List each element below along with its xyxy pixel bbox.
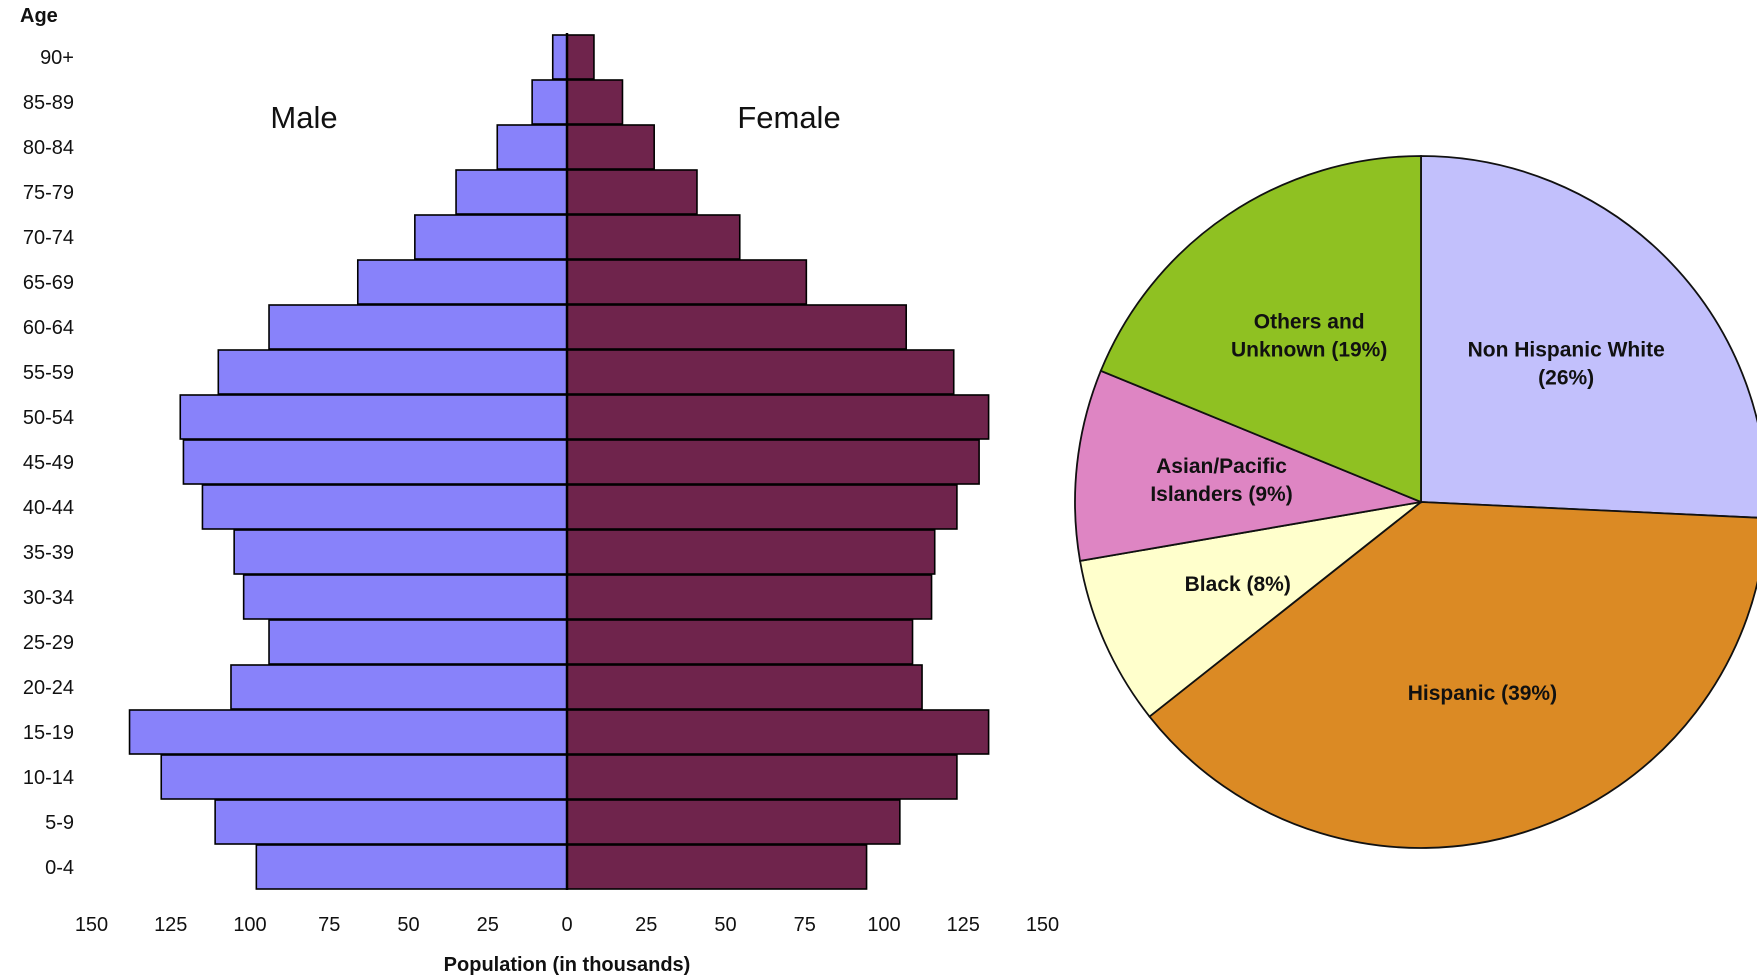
pie-label-4: Others and Unknown (19%) bbox=[1231, 310, 1387, 361]
age-label-45-49: 45-49 bbox=[23, 452, 74, 474]
female-bar-10-14 bbox=[566, 754, 958, 800]
age-label-35-39: 35-39 bbox=[23, 542, 74, 564]
pie-label-2: Black (8%) bbox=[1185, 573, 1291, 596]
male-bar-5-9 bbox=[214, 799, 568, 845]
female-bar-15-19 bbox=[566, 709, 990, 755]
pie-slice-2 bbox=[1079, 501, 1422, 718]
female-bar-45-49 bbox=[566, 439, 980, 485]
x-tick-2: 100 bbox=[233, 914, 266, 936]
female-bar-40-44 bbox=[566, 484, 958, 530]
age-label-0-4: 0-4 bbox=[45, 857, 74, 879]
female-bar-85-89 bbox=[566, 79, 624, 125]
x-tick-0: 150 bbox=[75, 914, 108, 936]
male-bar-65-69 bbox=[356, 259, 568, 305]
age-label-40-44: 40-44 bbox=[23, 497, 74, 519]
male-bar-50-54 bbox=[179, 394, 568, 440]
male-bar-30-34 bbox=[242, 574, 568, 620]
x-tick-7: 25 bbox=[635, 914, 657, 936]
age-label-65-69: 65-69 bbox=[23, 272, 74, 294]
female-bar-70-74 bbox=[566, 214, 741, 260]
x-tick-3: 75 bbox=[318, 914, 340, 936]
male-bar-55-59 bbox=[217, 349, 568, 395]
female-bar-90+ bbox=[566, 34, 595, 80]
pie-label-1: Hispanic (39%) bbox=[1408, 682, 1557, 705]
age-label-75-79: 75-79 bbox=[23, 182, 74, 204]
pie-slice-4 bbox=[1099, 155, 1422, 504]
pie-slice-0 bbox=[1420, 155, 1757, 519]
age-label-30-34: 30-34 bbox=[23, 587, 74, 609]
male-bar-40-44 bbox=[201, 484, 568, 530]
age-label-70-74: 70-74 bbox=[23, 227, 74, 249]
age-label-25-29: 25-29 bbox=[23, 632, 74, 654]
male-bar-20-24 bbox=[230, 664, 568, 710]
male-bar-10-14 bbox=[160, 754, 568, 800]
age-label-15-19: 15-19 bbox=[23, 722, 74, 744]
age-label-20-24: 20-24 bbox=[23, 677, 74, 699]
female-bar-35-39 bbox=[566, 529, 936, 575]
age-label-50-54: 50-54 bbox=[23, 407, 74, 429]
pie-slice-3 bbox=[1074, 369, 1425, 562]
x-tick-11: 125 bbox=[947, 914, 980, 936]
male-bar-0-4 bbox=[255, 844, 568, 890]
female-bar-25-29 bbox=[566, 619, 914, 665]
x-tick-1: 125 bbox=[154, 914, 187, 936]
age-label-90+: 90+ bbox=[40, 47, 74, 69]
age-label-80-84: 80-84 bbox=[23, 137, 74, 159]
x-tick-6: 0 bbox=[561, 914, 572, 936]
male-bar-80-84 bbox=[496, 124, 568, 170]
female-bar-60-64 bbox=[566, 304, 907, 350]
x-tick-10: 100 bbox=[867, 914, 900, 936]
pie-slice-1 bbox=[1148, 501, 1757, 849]
male-side-label: Male bbox=[270, 100, 337, 135]
age-group-labels: 90+ 85-89 80-84 75-79 70-74 65-69 60-64 55-59 50… bbox=[23, 47, 74, 879]
x-tick-5: 25 bbox=[477, 914, 499, 936]
x-tick-12: 150 bbox=[1026, 914, 1059, 936]
male-bar-90+ bbox=[551, 34, 568, 80]
age-label-85-89: 85-89 bbox=[23, 92, 74, 114]
female-bar-30-34 bbox=[566, 574, 933, 620]
x-axis-title: Population (in thousands) bbox=[444, 954, 691, 976]
age-axis-label: Age bbox=[20, 5, 58, 27]
female-bar-50-54 bbox=[566, 394, 990, 440]
age-label-55-59: 55-59 bbox=[23, 362, 74, 384]
female-bar-5-9 bbox=[566, 799, 901, 845]
female-bar-55-59 bbox=[566, 349, 955, 395]
male-bar-45-49 bbox=[182, 439, 568, 485]
age-label-5-9: 5-9 bbox=[45, 812, 74, 834]
pie-label-0: Non Hispanic White (26%) bbox=[1468, 338, 1665, 389]
ethnicity-pie-chart: Non Hispanic White (26%) Hispanic (39%) Bla… bbox=[1074, 155, 1757, 849]
female-bar-80-84 bbox=[566, 124, 655, 170]
female-bar-75-79 bbox=[566, 169, 698, 215]
age-label-60-64: 60-64 bbox=[23, 317, 74, 339]
male-bar-75-79 bbox=[455, 169, 568, 215]
x-tick-9: 75 bbox=[794, 914, 816, 936]
population-pyramid: Age Male Female 90+ 85-89 80-84 75-79 70-74 6… bbox=[20, 5, 1059, 976]
age-label-10-14: 10-14 bbox=[23, 767, 74, 789]
male-bar-15-19 bbox=[128, 709, 568, 755]
female-side-label: Female bbox=[737, 100, 840, 135]
pyramid-bars bbox=[128, 34, 990, 890]
male-bar-85-89 bbox=[531, 79, 568, 125]
male-bar-60-64 bbox=[268, 304, 568, 350]
pie-label-3: Asian/Pacific Islanders (9%) bbox=[1150, 455, 1292, 506]
male-bar-35-39 bbox=[233, 529, 568, 575]
x-tick-8: 50 bbox=[714, 914, 736, 936]
male-bar-25-29 bbox=[268, 619, 568, 665]
x-tick-4: 50 bbox=[397, 914, 419, 936]
pie-slices bbox=[1074, 155, 1757, 849]
female-bar-20-24 bbox=[566, 664, 923, 710]
female-bar-0-4 bbox=[566, 844, 868, 890]
pie-labels: Non Hispanic White (26%) Hispanic (39%) Bla… bbox=[1150, 310, 1664, 705]
male-bar-70-74 bbox=[414, 214, 568, 260]
x-tick-labels: 150 125 100 75 50 25 0 25 50 75 100 125 150 bbox=[75, 914, 1059, 936]
female-bar-65-69 bbox=[566, 259, 808, 305]
